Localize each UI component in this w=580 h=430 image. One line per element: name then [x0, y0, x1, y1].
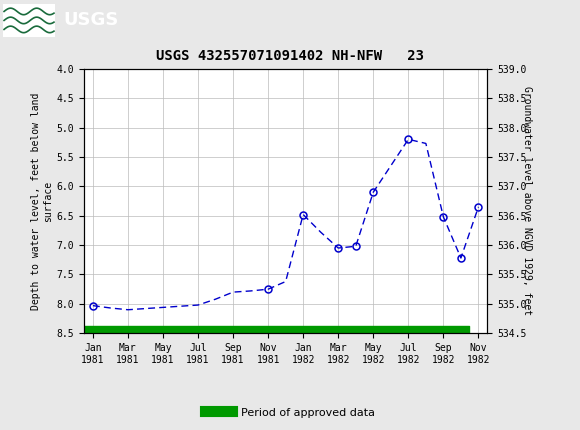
- Y-axis label: Depth to water level, feet below land
surface: Depth to water level, feet below land su…: [31, 92, 53, 310]
- Legend: Period of approved data: Period of approved data: [200, 402, 380, 422]
- Text: USGS 432557071091402 NH-NFW   23: USGS 432557071091402 NH-NFW 23: [156, 49, 424, 64]
- Bar: [3, 4, 55, 37]
- Text: USGS: USGS: [64, 12, 119, 29]
- Y-axis label: Groundwater level above NGVD 1929, feet: Groundwater level above NGVD 1929, feet: [522, 86, 532, 316]
